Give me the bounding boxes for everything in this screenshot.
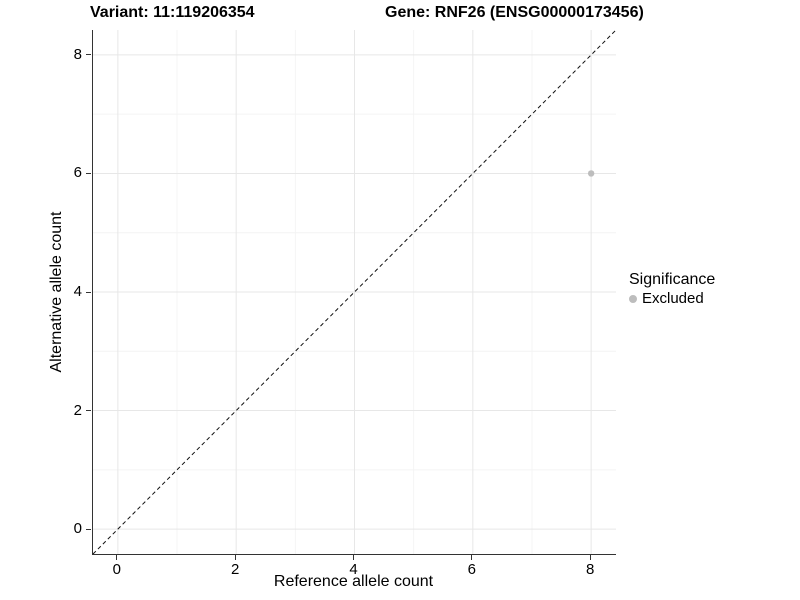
- x-tick-mark: [589, 555, 591, 560]
- y-tick-label: 0: [73, 520, 82, 538]
- y-tick-mark: [86, 291, 91, 293]
- legend-item-excluded: Excluded: [629, 290, 715, 308]
- x-tick-label: 6: [467, 561, 476, 578]
- plot-area: [93, 30, 616, 554]
- y-tick-label: 4: [73, 283, 82, 301]
- y-axis-title: Alternative allele count: [48, 211, 65, 373]
- x-tick-mark: [353, 555, 354, 560]
- x-tick-mark: [471, 555, 473, 560]
- plot-panel: [92, 30, 616, 555]
- legend: Significance Excluded: [629, 270, 715, 308]
- legend-item-label: Excluded: [642, 290, 704, 307]
- y-tick-mark: [86, 528, 91, 530]
- x-tick-label: 2: [231, 561, 240, 578]
- x-tick-mark: [116, 555, 118, 560]
- identity-reference-line: [93, 30, 616, 554]
- legend-title: Significance: [629, 271, 716, 288]
- variant-title: Variant: 11:119206354: [90, 4, 255, 21]
- x-tick-mark: [234, 555, 236, 560]
- x-tick-label: 0: [112, 561, 122, 578]
- data-point: [587, 170, 595, 177]
- x-tick-label: 8: [585, 561, 595, 578]
- gene-title: Gene: RNF26 (ENSG00000173456): [385, 4, 644, 21]
- x-axis-title: Reference allele count: [273, 573, 434, 590]
- x-tick-label: 4: [349, 561, 358, 578]
- y-tick-mark: [86, 410, 91, 412]
- y-tick-label: 6: [73, 164, 82, 182]
- y-tick-label: 2: [73, 401, 82, 419]
- y-tick-mark: [86, 172, 91, 174]
- y-tick-mark: [86, 54, 91, 56]
- excluded-point-swatch-icon: [629, 295, 637, 303]
- y-tick-label: 8: [73, 46, 82, 64]
